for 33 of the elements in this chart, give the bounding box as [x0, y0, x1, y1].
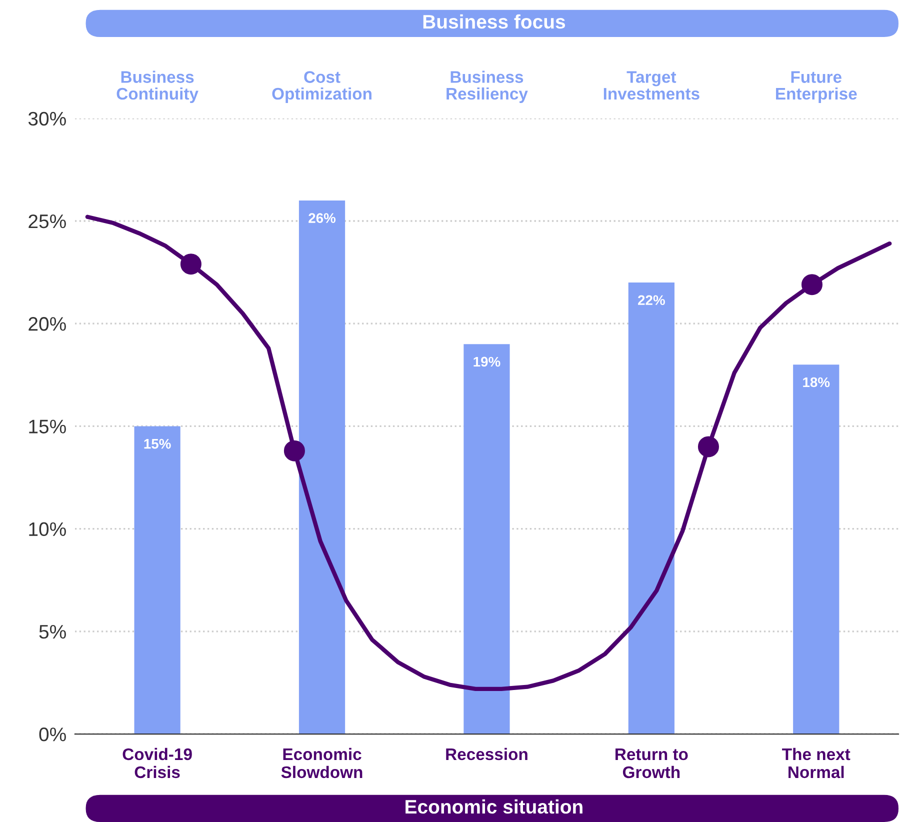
x-tick-label: Recession — [446, 748, 528, 760]
chart-title: Business focus — [423, 14, 566, 29]
x-tick-label: Covid-19 Crisis — [122, 748, 192, 778]
text: 18% — [803, 377, 830, 388]
y-tick-label: 20% — [28, 317, 66, 331]
text: Target Investments — [604, 71, 700, 100]
bar — [298, 200, 346, 734]
text: Future Enterprise — [776, 71, 857, 103]
y-tick-label: 10% — [29, 522, 66, 536]
x-tick-label: Economic Slowdown — [281, 748, 362, 778]
bar — [793, 364, 840, 734]
point — [698, 436, 719, 458]
text: 22% — [638, 295, 665, 306]
bar — [464, 344, 510, 734]
point — [180, 254, 202, 275]
text: 26% — [308, 213, 336, 223]
text: Business Resiliency — [446, 70, 528, 103]
point — [284, 440, 305, 462]
bar — [628, 282, 674, 734]
y-tick-label: 25% — [28, 214, 66, 228]
y-tick-label: 15% — [29, 420, 66, 434]
text: 15% — [144, 438, 171, 449]
x-axis-title: Economic situation — [406, 799, 582, 814]
y-tick-label: 0% — [39, 728, 66, 742]
text: 19% — [474, 356, 500, 367]
x-tick-label: Return to Growth — [616, 748, 688, 778]
point — [801, 274, 822, 296]
y-tick-label: 30% — [28, 112, 66, 126]
bar — [134, 426, 180, 734]
text: Cost Optimization — [272, 71, 372, 103]
text: Business Continuity — [116, 70, 198, 103]
x-tick-label: The next Normal — [782, 748, 850, 778]
y-tick-label: 5% — [39, 624, 66, 639]
